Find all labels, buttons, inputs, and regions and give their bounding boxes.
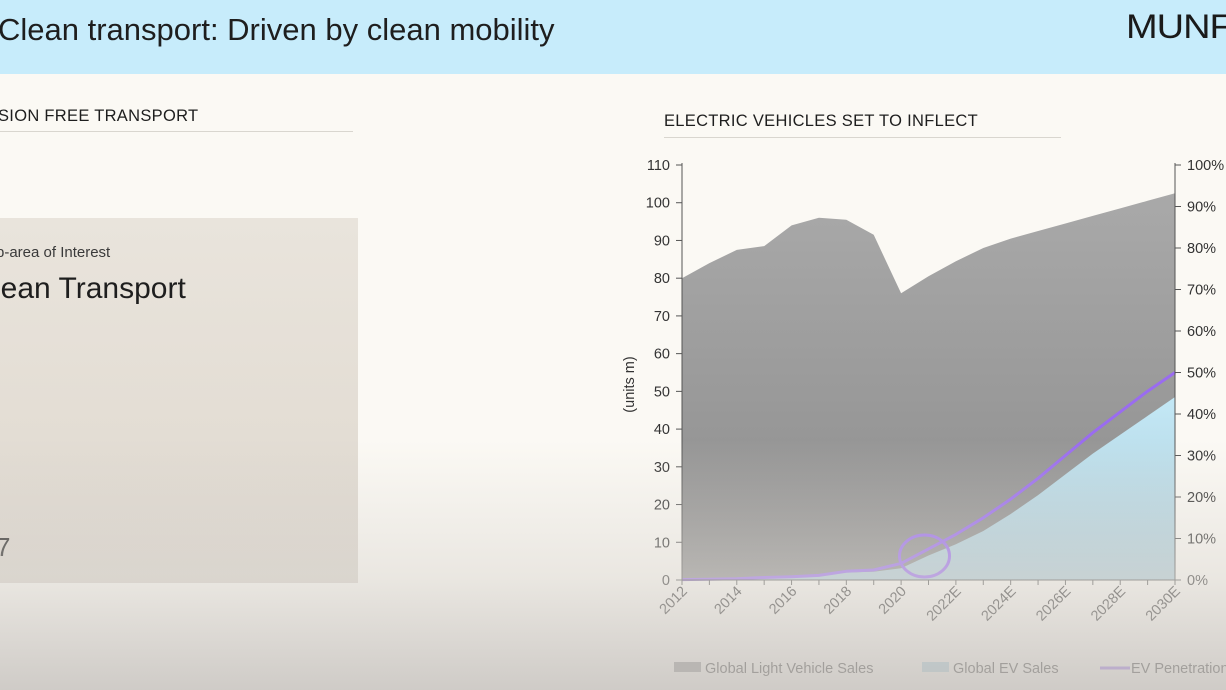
chart-section-divider — [664, 137, 1061, 138]
header-bar: Clean transport: Driven by clean mobilit… — [0, 0, 1226, 74]
y-tick-label: 40 — [654, 422, 670, 438]
x-tick-label: 2026E — [1033, 583, 1074, 624]
x-tick-label: 2016 — [766, 584, 800, 618]
ev-chart: 0 10 20 30 40 50 60 70 80 90 100 110 0% 10% 20% 30% 40% 5… — [622, 158, 1226, 677]
sub-area-card[interactable]: b-area of Interest lean Transport 7 — [0, 218, 358, 583]
brand-logo: MUNF — [1126, 8, 1226, 46]
legend-light-vehicle-sales-swatch — [674, 662, 701, 672]
left-section-label: SION FREE TRANSPORT — [0, 107, 199, 125]
legend-ev-penetration-label: EV Penetration — [1131, 661, 1226, 677]
y2-tick-label: 10% — [1187, 532, 1216, 548]
y2-tick-label: 40% — [1187, 407, 1216, 423]
y-tick-label: 60 — [654, 347, 670, 363]
y-tick-label: 20 — [654, 498, 670, 514]
y-tick-label: 110 — [647, 158, 670, 174]
y-tick-label: 100 — [646, 196, 670, 212]
y-tick-label: 80 — [654, 271, 670, 287]
y2-tick-label: 0% — [1187, 573, 1208, 589]
chart-areas — [681, 193, 1176, 582]
chart-legend: Global Light Vehicle Sales Global EV Sale… — [674, 661, 1226, 677]
card-arrow-icon: 7 — [0, 532, 11, 562]
y-tick-label: 0 — [662, 573, 670, 589]
y2-tick-label: 100% — [1187, 158, 1224, 174]
slide-title: Clean transport: Driven by clean mobilit… — [0, 12, 555, 47]
legend-light-vehicle-sales-label: Global Light Vehicle Sales — [705, 661, 873, 677]
y-axis-title: (units m) — [622, 356, 638, 412]
y-tick-label: 30 — [654, 460, 670, 476]
y-tick-label: 50 — [654, 384, 670, 400]
x-tick-label: 2014 — [711, 584, 745, 618]
y-tick-label: 70 — [654, 309, 670, 325]
x-tick-label: 2024E — [979, 583, 1020, 624]
chart-section-label: ELECTRIC VEHICLES SET TO INFLECT — [664, 112, 979, 130]
x-tick-label: 2022E — [924, 583, 965, 624]
card-title: lean Transport — [0, 272, 186, 305]
legend-ev-sales-swatch — [922, 662, 949, 672]
y2-tick-label: 90% — [1187, 200, 1216, 216]
y2-tick-label: 70% — [1187, 283, 1216, 299]
y-tick-label: 90 — [654, 233, 670, 249]
y2-tick-label: 60% — [1187, 324, 1216, 340]
x-tick-label: 2018 — [821, 584, 855, 618]
left-section-divider — [0, 131, 353, 132]
legend-ev-sales-label: Global EV Sales — [953, 661, 1059, 677]
card-subtitle: b-area of Interest — [0, 244, 111, 261]
y2-tick-label: 20% — [1187, 490, 1216, 506]
y2-tick-label: 30% — [1187, 449, 1216, 465]
y-tick-label: 10 — [654, 535, 670, 551]
y2-tick-label: 80% — [1187, 241, 1216, 257]
x-tick-label: 2030E — [1143, 583, 1184, 624]
x-tick-label: 2020 — [876, 584, 910, 618]
x-tick-label: 2028E — [1088, 583, 1129, 624]
y2-tick-label: 50% — [1187, 366, 1216, 382]
